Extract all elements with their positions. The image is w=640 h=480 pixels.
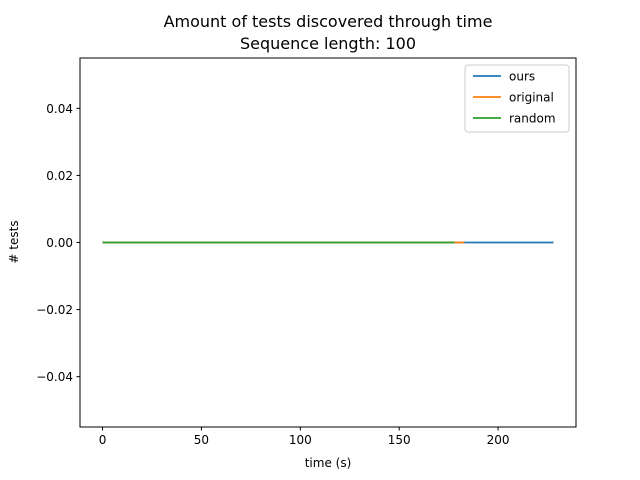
x-axis-ticks: 0 50 100 150 200 <box>99 427 510 447</box>
y-tick-label: 0.00 <box>46 236 73 250</box>
y-tick-label: −0.04 <box>36 370 73 384</box>
x-tick-label: 50 <box>194 433 209 447</box>
legend-box <box>464 64 570 133</box>
y-tick-label: 0.04 <box>46 102 73 116</box>
x-axis-label: time (s) <box>305 456 352 470</box>
legend-label-original: original <box>509 91 554 105</box>
x-tick-label: 0 <box>99 433 107 447</box>
legend: ours original random <box>464 64 570 133</box>
y-tick-label: 0.02 <box>46 169 73 183</box>
x-tick-label: 200 <box>487 433 510 447</box>
y-axis-ticks: −0.04 −0.02 0.00 0.02 0.04 <box>36 102 80 384</box>
chart-title-line-1: Amount of tests discovered through time <box>164 12 493 31</box>
plot-frame <box>79 57 577 428</box>
legend-label-ours: ours <box>509 70 535 84</box>
legend-label-random: random <box>509 112 556 126</box>
x-tick-label: 100 <box>289 433 312 447</box>
y-tick-label: −0.02 <box>36 303 73 317</box>
chart-title-line-2: Sequence length: 100 <box>240 34 416 53</box>
y-axis-label: # tests <box>7 220 21 263</box>
x-tick-label: 150 <box>388 433 411 447</box>
